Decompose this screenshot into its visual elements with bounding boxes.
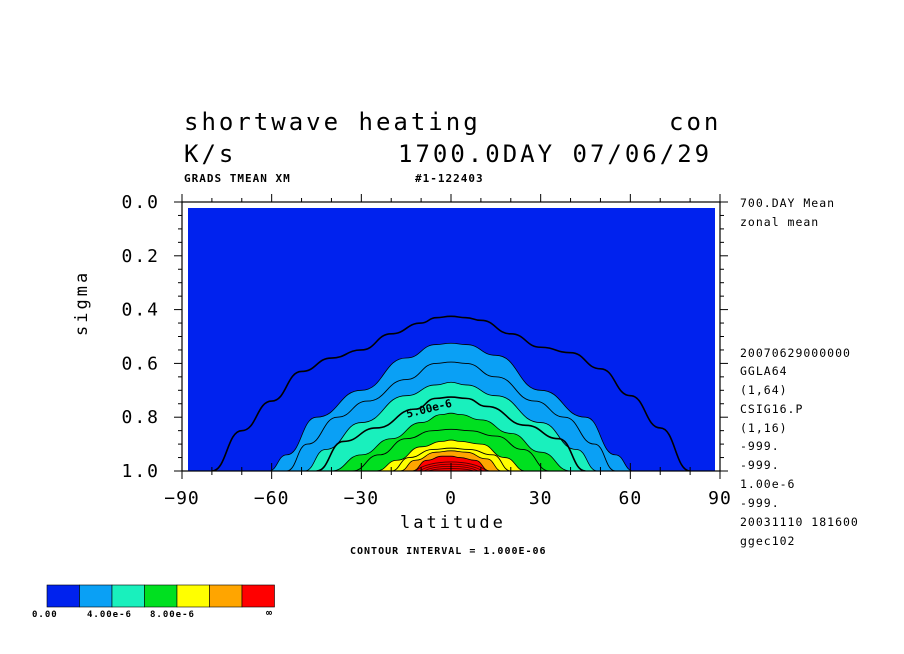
side-info-3: CSIG16.P [740, 402, 804, 416]
colorbar-swatch-0 [46, 584, 80, 608]
x-tick-label: 60 [618, 488, 642, 509]
core-contour-line-0 [414, 461, 488, 471]
colorbar-swatch-6 [241, 584, 275, 608]
colorbar-swatch-3 [144, 584, 178, 608]
colorbar-swatch-5 [209, 584, 243, 608]
subtitle-left: GRADS TMEAN XM [184, 172, 291, 185]
colorbar-label-2: 8.00e-6 [150, 610, 195, 620]
y-tick-label: 1.0 [121, 461, 160, 482]
plot-ticks [174, 194, 728, 479]
x-tick-label: 0 [445, 488, 457, 509]
side-info-2: (1,64) [740, 383, 788, 397]
side-info-9: 20031110 181600 [740, 515, 859, 529]
side-info-top-1: zonal mean [740, 215, 820, 229]
plot-fills [188, 208, 715, 471]
side-info-5: -999. [740, 439, 780, 453]
x-tick-label: −90 [164, 488, 200, 509]
contour-line-4 [391, 447, 511, 471]
plot-lines [211, 315, 691, 471]
colorbar [46, 584, 275, 608]
side-info-1: GGLA64 [740, 364, 788, 378]
x-tick-label: 30 [529, 488, 553, 509]
y-tick-label: 0.2 [121, 246, 160, 267]
side-info-6: -999. [740, 458, 780, 472]
colorbar-swatch-1 [79, 584, 113, 608]
units-label: K/s [184, 140, 237, 168]
side-info-8: -999. [740, 496, 780, 510]
subtitle-mid: #1-122403 [415, 172, 484, 185]
contour-line-0 [211, 315, 691, 471]
x-axis-label: latitude [400, 513, 506, 533]
side-info-0: 20070629000000 [740, 346, 851, 360]
colorbar-label-3: ∞ [266, 608, 274, 619]
side-info-4: (1,16) [740, 421, 788, 435]
contour-line-3 [352, 428, 550, 471]
x-tick-label: −60 [254, 488, 290, 509]
y-tick-label: 0.8 [121, 407, 160, 428]
y-axis-label: sigma [72, 269, 92, 336]
time-label: 1700.0DAY 07/06/29 [398, 140, 713, 168]
colorbar-label-0: 0.00 [32, 610, 58, 620]
side-info-10: ggec102 [740, 534, 796, 548]
x-tick-label: −30 [344, 488, 380, 509]
colorbar-swatch-2 [111, 584, 145, 608]
chart-title-right: con [669, 108, 722, 136]
side-info-top-0: 700.DAY Mean [740, 196, 836, 210]
y-tick-label: 0.6 [121, 353, 160, 374]
contour-interval: CONTOUR INTERVAL = 1.000E-06 [350, 546, 547, 557]
y-tick-label: 0.4 [121, 300, 160, 321]
tick-labels: −90 −60 −30 0 30 60 90 0.0 0.2 0.4 0.6 0.8 1.0 [121, 192, 732, 509]
x-tick-label: 90 [708, 488, 732, 509]
side-info-7: 1.00e-6 [740, 477, 796, 491]
chart-title: shortwave heating [184, 108, 481, 136]
contour-line-2 [316, 396, 586, 471]
colorbar-swatch-4 [176, 584, 210, 608]
colorbar-label-1: 4.00e-6 [87, 610, 132, 620]
y-tick-label: 0.0 [121, 192, 160, 213]
contour-line-1 [286, 361, 616, 471]
